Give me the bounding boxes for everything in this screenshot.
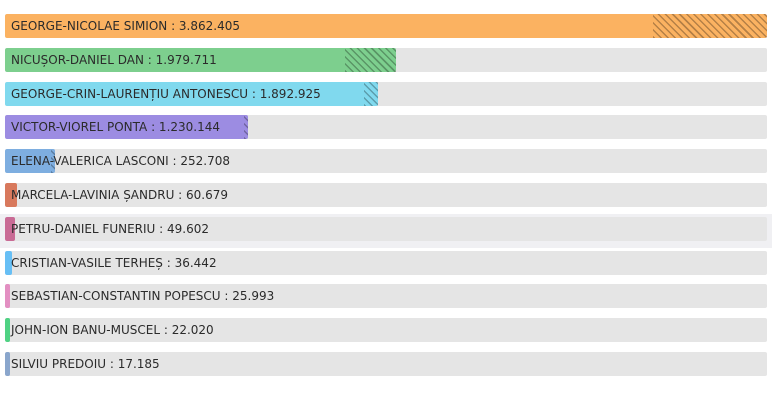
bar-row[interactable]: VICTOR-VIOREL PONTA : 1.230.144 [0, 112, 772, 147]
bar-track: CRISTIAN-VASILE TERHEȘ : 36.442 [5, 250, 767, 275]
bar-hatched-segment [344, 47, 396, 72]
bar-hatched-segment [652, 14, 767, 38]
bar-track: MARCELA-LAVINIA ȘANDRU : 60.679 [5, 183, 767, 207]
bar[interactable] [5, 183, 17, 207]
bar-row[interactable]: MARCELA-LAVINIA ȘANDRU : 60.679 [0, 180, 772, 214]
bar-hatched-segment [50, 149, 55, 174]
bar-hatched-segment [363, 81, 379, 106]
bar-row[interactable]: PETRU-DANIEL FUNERIU : 49.602 [0, 213, 772, 248]
bar-label: ELENA-VALERICA LASCONI : 252.708 [11, 154, 231, 169]
bar-track: ELENA-VALERICA LASCONI : 252.708 [5, 149, 767, 174]
bar-label: PETRU-DANIEL FUNERIU : 49.602 [11, 221, 209, 236]
bar[interactable] [5, 352, 10, 376]
bar-label: NICUȘOR-DANIEL DAN : 1.979.711 [11, 52, 217, 67]
bar-track: VICTOR-VIOREL PONTA : 1.230.144 [5, 115, 767, 140]
bar-label: VICTOR-VIOREL PONTA : 1.230.144 [11, 120, 221, 135]
bar-label: SEBASTIAN-CONSTANTIN POPESCU : 25.993 [11, 289, 275, 304]
bar-hatched-segment [243, 115, 248, 140]
bar-row[interactable]: CRISTIAN-VASILE TERHEȘ : 36.442 [0, 247, 772, 282]
bar-row[interactable]: GEORGE-CRIN-LAURENȚIU ANTONESCU : 1.892.… [0, 78, 772, 113]
bar-row[interactable]: SILVIU PREDOIU : 17.185 [0, 349, 772, 383]
bar-label: JOHN-ION BANU-MUSCEL : 22.020 [11, 323, 214, 338]
bar-track: JOHN-ION BANU-MUSCEL : 22.020 [5, 318, 767, 343]
bar-label: GEORGE-NICOLAE SIMION : 3.862.405 [11, 19, 240, 33]
bar[interactable] [5, 47, 396, 72]
bar-row[interactable]: ELENA-VALERICA LASCONI : 252.708 [0, 146, 772, 181]
bar-label: CRISTIAN-VASILE TERHEȘ : 36.442 [11, 255, 217, 270]
bar-track: SEBASTIAN-CONSTANTIN POPESCU : 25.993 [5, 284, 767, 309]
bar-row[interactable]: NICUȘOR-DANIEL DAN : 1.979.711 [0, 44, 772, 79]
bar[interactable] [5, 81, 379, 106]
bar[interactable] [5, 14, 767, 38]
bar-track: NICUȘOR-DANIEL DAN : 1.979.711 [5, 47, 767, 72]
bar-row[interactable]: GEORGE-NICOLAE SIMION : 3.862.405 [0, 11, 772, 45]
bar-track: GEORGE-CRIN-LAURENȚIU ANTONESCU : 1.892.… [5, 81, 767, 106]
bar-row[interactable]: JOHN-ION BANU-MUSCEL : 22.020 [0, 315, 772, 350]
bar-label: GEORGE-CRIN-LAURENȚIU ANTONESCU : 1.892.… [11, 86, 321, 101]
bar-track: GEORGE-NICOLAE SIMION : 3.862.405 [5, 14, 767, 38]
bar-label: MARCELA-LAVINIA ȘANDRU : 60.679 [11, 188, 229, 202]
bar[interactable] [5, 149, 55, 174]
bar[interactable] [5, 250, 13, 275]
bar-track: PETRU-DANIEL FUNERIU : 49.602 [5, 216, 767, 241]
bar[interactable] [5, 318, 10, 343]
bar[interactable] [5, 115, 248, 140]
bar-row[interactable]: SEBASTIAN-CONSTANTIN POPESCU : 25.993 [0, 281, 772, 316]
bar[interactable] [5, 284, 11, 309]
bar-track: SILVIU PREDOIU : 17.185 [5, 352, 767, 376]
bar-label: SILVIU PREDOIU : 17.185 [11, 357, 160, 371]
bar[interactable] [5, 216, 15, 241]
